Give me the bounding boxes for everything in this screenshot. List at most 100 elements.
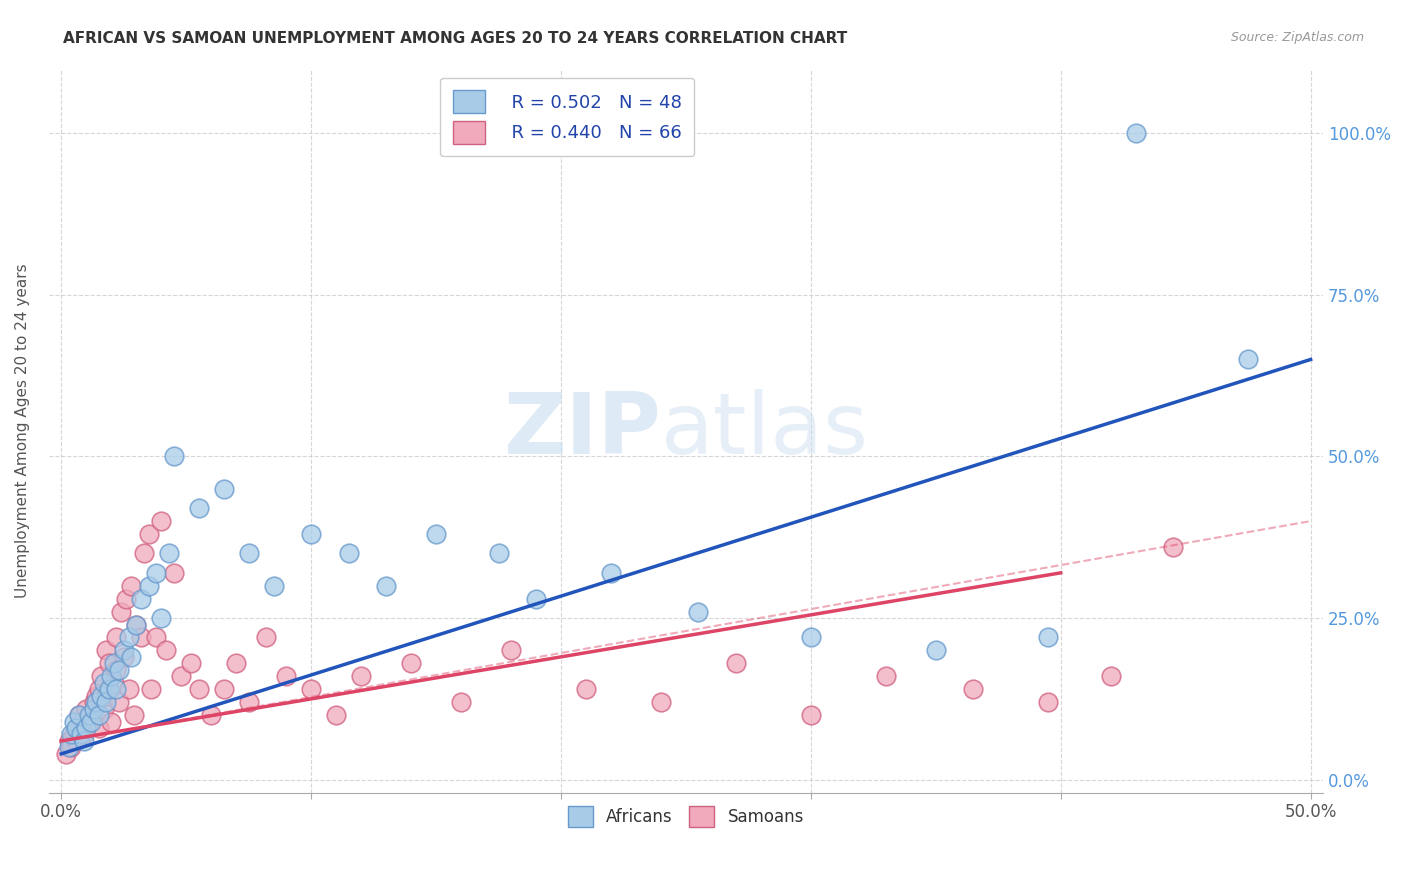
Point [105,631,128,645]
Legend: Africans, Samoans: Africans, Samoans [560,798,813,835]
Point [120,649,142,664]
Point [263,579,285,593]
Point [129,591,152,606]
Text: AFRICAN VS SAMOAN UNEMPLOYMENT AMONG AGES 20 TO 24 YEARS CORRELATION CHART: AFRICAN VS SAMOAN UNEMPLOYMENT AMONG AGE… [63,31,848,46]
Y-axis label: Unemployment Among Ages 20 to 24 years: Unemployment Among Ages 20 to 24 years [15,263,30,598]
Point [73,727,96,741]
Point [238,695,260,709]
Point [93,701,115,715]
Point [80,708,103,723]
Point [225,657,247,671]
Point [84,689,107,703]
Point [1161,540,1184,554]
Point [450,695,472,709]
Point [77,708,100,723]
Point [688,605,710,619]
Point [73,734,96,748]
Point [77,714,100,729]
Point [650,695,672,709]
Point [70,714,93,729]
Point [125,617,148,632]
Point [100,714,122,729]
Point [375,579,398,593]
Point [62,727,84,741]
Point [118,682,141,697]
Point [87,682,110,697]
Point [55,747,77,761]
Point [200,708,222,723]
Point [925,643,948,657]
Point [499,643,522,657]
Point [60,740,83,755]
Point [129,631,152,645]
Point [125,617,148,632]
Point [75,721,97,735]
Point [120,579,142,593]
Point [170,669,193,683]
Point [299,527,322,541]
Point [212,682,235,697]
Point [97,657,120,671]
Text: ZIP: ZIP [503,389,661,472]
Point [80,714,103,729]
Point [145,566,167,580]
Point [1125,126,1147,140]
Point [138,579,160,593]
Point [122,708,145,723]
Point [254,631,277,645]
Point [276,669,298,683]
Point [67,708,90,723]
Point [800,708,823,723]
Point [800,631,823,645]
Point [75,721,97,735]
Point [105,663,128,677]
Point [350,669,373,683]
Point [962,682,984,697]
Point [107,695,129,709]
Point [70,727,93,741]
Text: Source: ZipAtlas.com: Source: ZipAtlas.com [1230,31,1364,45]
Point [145,631,167,645]
Point [875,669,897,683]
Point [87,708,110,723]
Point [299,682,322,697]
Point [1038,631,1060,645]
Point [163,566,186,580]
Point [93,675,115,690]
Point [87,721,110,735]
Point [212,482,235,496]
Point [65,721,87,735]
Point [187,501,209,516]
Point [141,682,163,697]
Point [62,714,84,729]
Point [1038,695,1060,709]
Point [83,695,105,709]
Point [60,727,83,741]
Point [67,721,90,735]
Point [1237,352,1260,367]
Point [399,657,422,671]
Point [524,591,547,606]
Point [103,657,125,671]
Point [600,566,623,580]
Point [96,695,118,709]
Point [110,605,132,619]
Point [150,611,173,625]
Point [75,701,97,715]
Point [118,631,141,645]
Point [112,649,135,664]
Point [84,695,107,709]
Point [187,682,209,697]
Point [163,450,186,464]
Point [180,657,202,671]
Point [58,734,80,748]
Point [132,546,155,560]
Point [325,708,347,723]
Point [238,546,260,560]
Point [724,657,747,671]
Point [58,740,80,755]
Point [100,669,122,683]
Point [90,669,112,683]
Point [138,527,160,541]
Point [97,682,120,697]
